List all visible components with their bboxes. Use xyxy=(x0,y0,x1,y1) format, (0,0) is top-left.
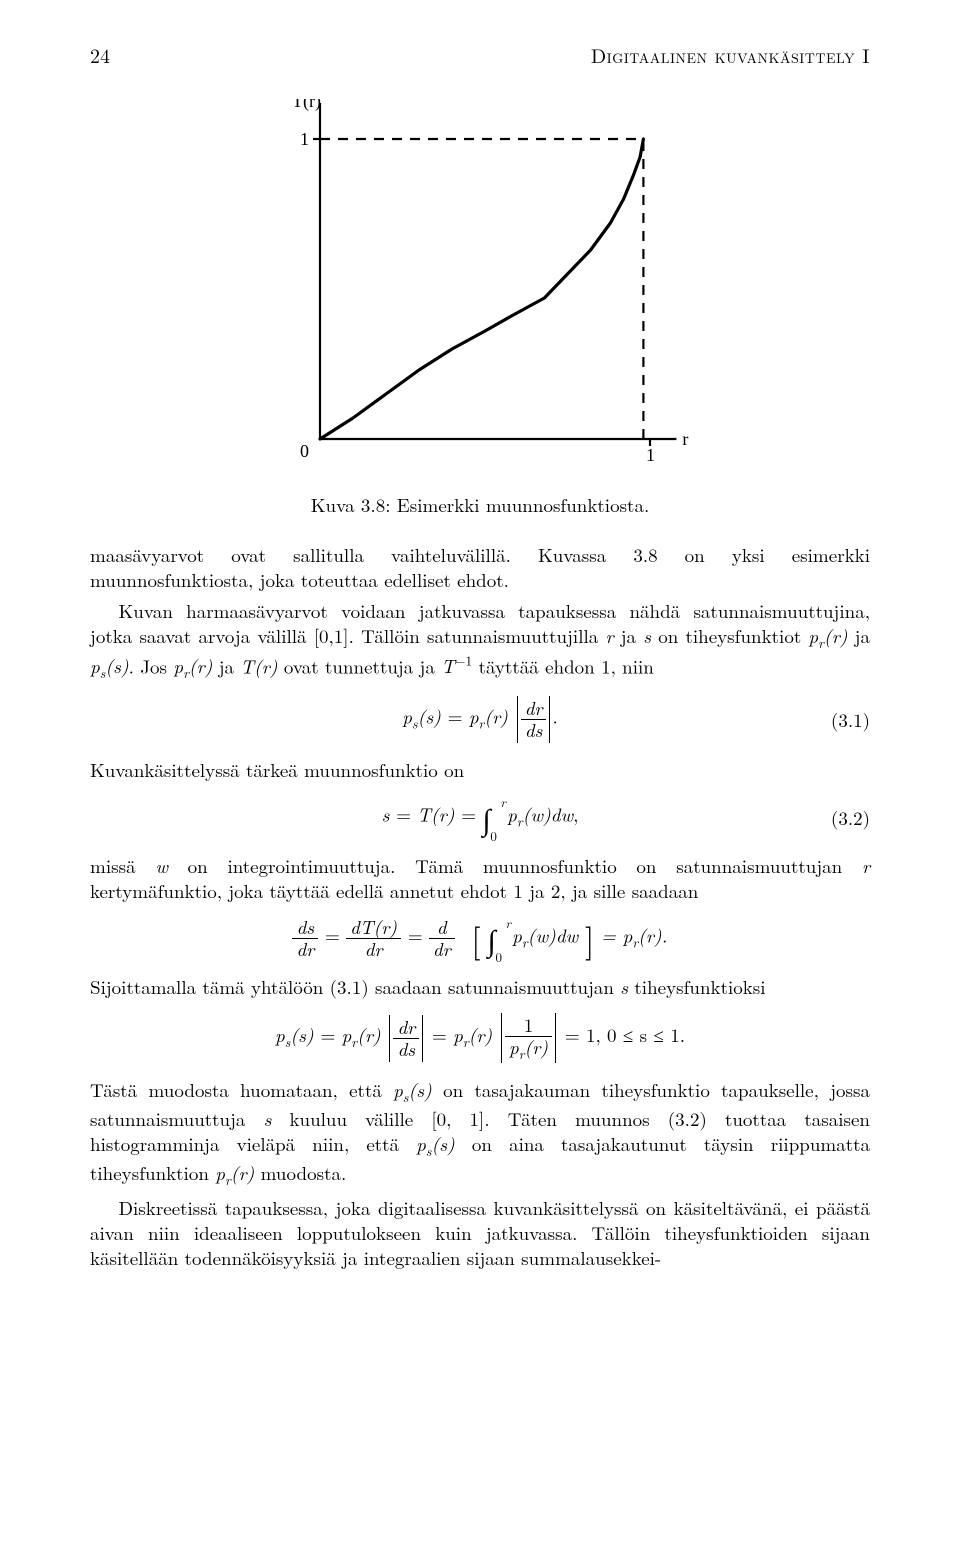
paragraph: Kuvan harmaasävyarvot voidaan jatkuvassa… xyxy=(90,598,870,682)
math-fn: T(r) xyxy=(240,652,277,679)
text: ja xyxy=(614,622,644,649)
math-fn: ps(s) xyxy=(90,652,129,679)
text: ja xyxy=(847,622,870,649)
math-var: r xyxy=(605,622,613,649)
text: ovat tunnettuja ja xyxy=(278,652,442,679)
math-fn: ps(s) xyxy=(416,1130,455,1157)
text: muodosta. xyxy=(254,1159,346,1186)
svg-text:0: 0 xyxy=(300,441,309,461)
equation-number: (3.2) xyxy=(831,804,870,831)
figure-caption: Kuva 3.8: Esimerkki muunnosfunktiosta. xyxy=(90,491,870,518)
text: Tästä muodosta huomataan, että xyxy=(90,1076,393,1103)
equation-number: (3.1) xyxy=(831,706,870,733)
paragraph: Diskreetissä tapauksessa, joka digitaali… xyxy=(90,1195,870,1270)
text: Sijoittamalla tämä yhtälöön (3.1) saadaa… xyxy=(90,973,620,1000)
text: ja xyxy=(212,652,240,679)
text: on integrointimuuttuja. Tämä muunnosfunk… xyxy=(168,852,862,879)
figure-3-8: 1 0 1 T(r) r xyxy=(260,99,700,479)
math-var: s xyxy=(643,622,651,649)
svg-text:1: 1 xyxy=(646,445,655,465)
paragraph: Kuvankäsittelyssä tärkeä muunnosfunktio … xyxy=(90,757,870,782)
text: tiheysfunktioksi xyxy=(628,973,765,1000)
equation-ps-one: ps(s) = pr(r) drds = pr(r) 1pr(r) = 1, 0… xyxy=(90,1013,870,1063)
page-number: 24 xyxy=(90,40,110,69)
math-fn: pr(r) xyxy=(173,652,212,679)
math-fn: T−1 xyxy=(441,652,472,679)
text: on tiheysfunktiot xyxy=(651,622,808,649)
svg-text:1: 1 xyxy=(300,129,309,149)
math-var: s xyxy=(620,973,628,1000)
math-fn: pr(r) xyxy=(215,1159,254,1186)
paragraph: maasävyarvot ovat sallitulla vaihteluväl… xyxy=(90,542,870,592)
math-var: w xyxy=(155,852,168,879)
running-header: 24 Digitaalinen kuvankäsittely I xyxy=(90,40,870,69)
paragraph: Sijoittamalla tämä yhtälöön (3.1) saadaa… xyxy=(90,974,870,999)
paragraph: missä w on integrointimuuttuja. Tämä muu… xyxy=(90,853,870,903)
svg-text:T(r): T(r) xyxy=(292,99,321,112)
text: missä xyxy=(90,852,155,879)
equation-3-2: s = T(r) = ∫r0 pr(w)dw, (3.2) xyxy=(90,796,870,839)
equation-3-1: ps(s) = pr(r) drds. (3.1) xyxy=(90,696,870,743)
paragraph: Tästä muodosta huomataan, että ps(s) on … xyxy=(90,1077,870,1189)
text: kertymäfunktio, joka täyttää edellä anne… xyxy=(90,877,698,904)
text: maasävyarvot ovat sallitulla vaihteluväl… xyxy=(90,541,870,593)
header-title: Digitaalinen kuvankäsittely I xyxy=(591,40,870,69)
equation-dsdr: dsdr = dT(r)dr = ddr [ ∫r0 pr(w)dw ] = p… xyxy=(90,917,870,960)
math-fn: ps(s) xyxy=(393,1076,432,1103)
math-fn: pr(r) xyxy=(808,622,847,649)
svg-text:r: r xyxy=(682,429,688,449)
math-var: r xyxy=(862,852,870,879)
text: täyttää ehdon 1, niin xyxy=(472,652,654,679)
text: . Jos xyxy=(129,652,174,679)
